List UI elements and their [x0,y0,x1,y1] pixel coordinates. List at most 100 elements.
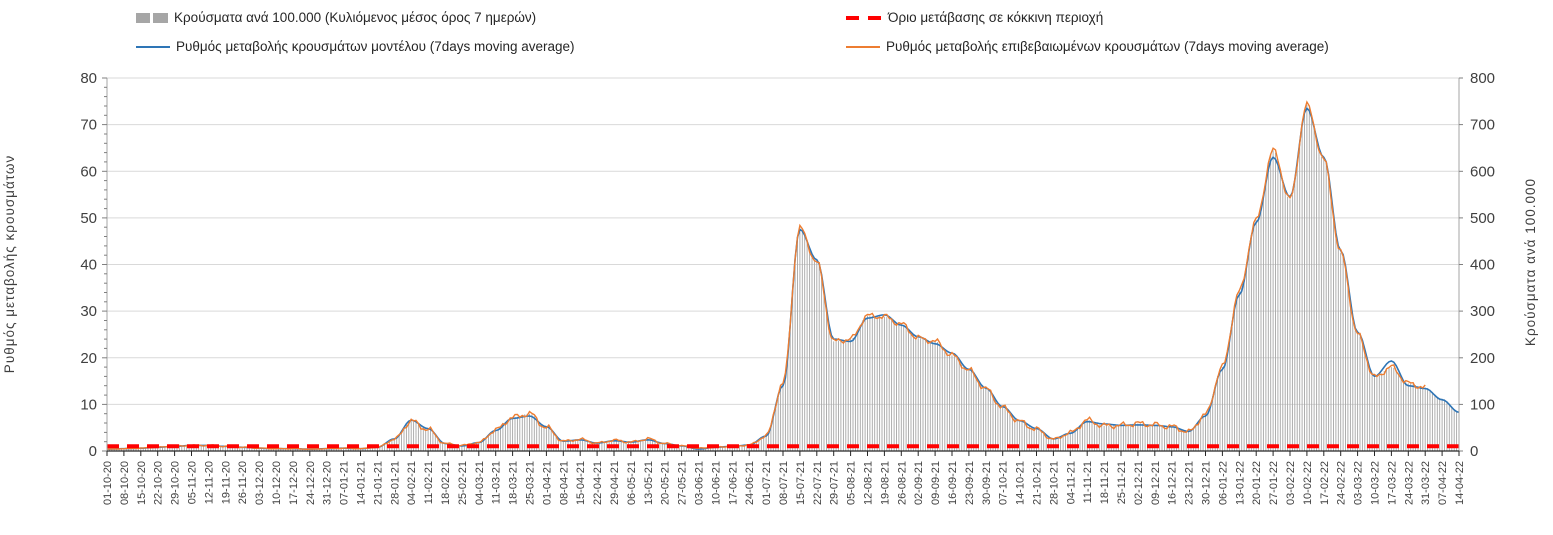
x-axis-tick-label: 03-02-22 [1285,461,1297,505]
x-axis-tick-label: 15-07-21 [795,461,807,505]
x-axis-tick-label: 18-11-21 [1099,461,1111,504]
x-axis-tick-label: 05-08-21 [846,461,858,505]
x-axis-tick-label: 24-12-20 [305,461,317,505]
left-axis-tick-label: 0 [89,443,97,460]
x-axis-tick-label: 24-06-21 [744,461,756,505]
x-axis-tick-label: 26-08-21 [896,461,908,505]
x-axis-tick-label: 04-03-21 [474,461,486,505]
x-axis-tick-label: 29-07-21 [829,461,841,505]
x-axis-tick-label: 19-11-20 [220,461,232,504]
x-axis-tick-label: 23-09-21 [964,461,976,505]
right-axis-tick-label: 200 [1470,350,1495,367]
legend-label-model-rate: Ρυθμός μεταβολής κρουσμάτων μοντέλου (7d… [176,39,575,54]
x-axis-tick-label: 27-05-21 [677,461,689,505]
right-axis-title: Κρούσματα ανά 100.000 [1523,178,1538,346]
right-axis-tick-label: 800 [1470,70,1495,87]
x-axis-tick-label: 22-07-21 [812,461,824,505]
x-axis-tick-label: 17-03-22 [1386,461,1398,505]
x-axis-tick-label: 09-12-21 [1150,461,1162,505]
x-axis-tick-label: 10-06-21 [710,461,722,505]
x-axis-tick-label: 07-01-21 [339,461,351,505]
x-axis-tick-label: 22-04-21 [592,461,604,505]
right-axis-tick-label: 0 [1470,443,1478,460]
x-axis-tick-label: 20-01-22 [1251,461,1263,505]
x-axis-tick-label: 31-12-20 [322,461,334,505]
x-axis-tick-label: 06-05-21 [626,461,638,505]
x-axis-tick-label: 08-04-21 [558,461,570,505]
legend-label-confirmed-rate: Ρυθμός μεταβολής επιβεβαιωμένων κρουσμάτ… [886,39,1329,54]
x-axis-tick-label: 20-05-21 [660,461,672,505]
x-axis-tick-label: 25-03-21 [525,461,537,505]
x-axis-tick-label: 06-01-22 [1217,461,1229,505]
x-axis-tick-label: 10-12-20 [271,461,283,505]
x-axis-tick-label: 17-02-22 [1319,461,1331,505]
x-axis-tick-label: 13-01-22 [1234,461,1246,505]
x-axis-tick-label: 01-10-20 [102,461,114,505]
x-axis-tick-label: 29-10-20 [170,461,182,505]
legend-item-red-threshold: Όριο μετάβασης σε κόκκινη περιοχή [846,10,1103,25]
x-axis-tick-label: 29-04-21 [609,461,621,505]
left-axis-tick-label: 80 [80,70,97,87]
x-axis-tick-label: 10-03-22 [1370,461,1382,505]
x-axis-tick-label: 14-04-22 [1454,461,1466,505]
x-axis-tick-label: 01-07-21 [761,461,773,505]
red-dash-swatch-icon [846,15,882,20]
right-axis-tick-label: 600 [1470,163,1495,180]
x-axis-tick-label: 31-03-22 [1420,461,1432,505]
legend-item-confirmed-rate: Ρυθμός μεταβολής επιβεβαιωμένων κρουσμάτ… [846,39,1329,54]
legend-item-cases-per-100k: Κρούσματα ανά 100.000 (Κυλιόμενος μέσος … [136,10,536,25]
legend-label-red-threshold: Όριο μετάβασης σε κόκκινη περιοχή [888,10,1104,25]
right-axis-tick-label: 100 [1470,396,1495,413]
x-axis-tick-label: 12-08-21 [863,461,875,505]
x-axis-tick-label: 08-07-21 [778,461,790,505]
x-axis-tick-label: 28-10-21 [1048,461,1060,505]
x-axis-tick-label: 11-11-21 [1082,461,1094,503]
right-axis-tick-label: 500 [1470,210,1495,227]
x-axis-tick-label: 26-11-20 [237,461,249,504]
x-axis-tick-label: 03-03-22 [1353,461,1365,505]
bars-cases-per-100k [106,105,1460,451]
x-axis-tick-label: 02-12-21 [1133,461,1145,505]
x-axis-tick-label: 21-10-21 [1032,461,1044,505]
x-axis-tick-label: 04-11-21 [1065,461,1077,504]
x-axis-tick-label: 18-03-21 [508,461,520,505]
left-axis-tick-label: 60 [80,163,97,180]
x-axis-tick-label: 02-09-21 [913,461,925,505]
x-axis-tick-label: 01-04-21 [541,461,553,505]
x-axis-tick-label: 08-10-20 [119,461,131,505]
left-axis-tick-label: 50 [80,210,97,227]
x-axis-tick-label: 16-09-21 [947,461,959,505]
x-axis-tick-label: 07-10-21 [998,461,1010,505]
legend-item-model-rate: Ρυθμός μεταβολής κρουσμάτων μοντέλου (7d… [136,39,575,54]
x-axis-tick-label: 14-01-21 [356,461,368,505]
legend-label-cases-per-100k: Κρούσματα ανά 100.000 (Κυλιόμενος μέσος … [174,10,537,25]
x-axis-tick-label: 17-12-20 [288,461,300,505]
left-axis-title: Ρυθμός μεταβολής κρουσμάτων [2,155,17,373]
left-axis-tick-label: 10 [80,396,97,413]
x-axis-tick-label: 11-02-21 [423,461,435,504]
gray-bar-swatch-icon [136,12,168,23]
x-axis-tick-label: 11-03-21 [491,461,503,504]
x-axis-tick-label: 30-09-21 [981,461,993,505]
x-axis-tick-label: 23-12-21 [1184,461,1196,505]
x-axis-tick-label: 17-06-21 [727,461,739,505]
x-axis-tick-label: 19-08-21 [879,461,891,505]
x-axis-tick-label: 27-01-22 [1268,461,1280,505]
orange-line-swatch-icon [846,45,880,48]
x-axis-tick-label: 13-05-21 [643,461,655,505]
x-axis-tick-label: 05-11-20 [187,461,199,504]
x-axis-tick-label: 30-12-21 [1201,461,1213,505]
left-axis-tick-label: 40 [80,257,97,274]
left-axis-tick-label: 70 [80,117,97,134]
line-confirmed-rate [107,100,1426,451]
x-axis-tick-label: 22-10-20 [153,461,165,505]
x-axis-tick-label: 14-10-21 [1015,461,1027,505]
x-axis-tick-label: 03-06-21 [694,461,706,505]
x-axis-tick-label: 12-11-20 [203,461,215,504]
x-axis-tick-label: 07-04-22 [1437,461,1449,505]
x-axis-tick-label: 09-09-21 [930,461,942,505]
legend: Κρούσματα ανά 100.000 (Κυλιόμενος μέσος … [0,0,1553,70]
